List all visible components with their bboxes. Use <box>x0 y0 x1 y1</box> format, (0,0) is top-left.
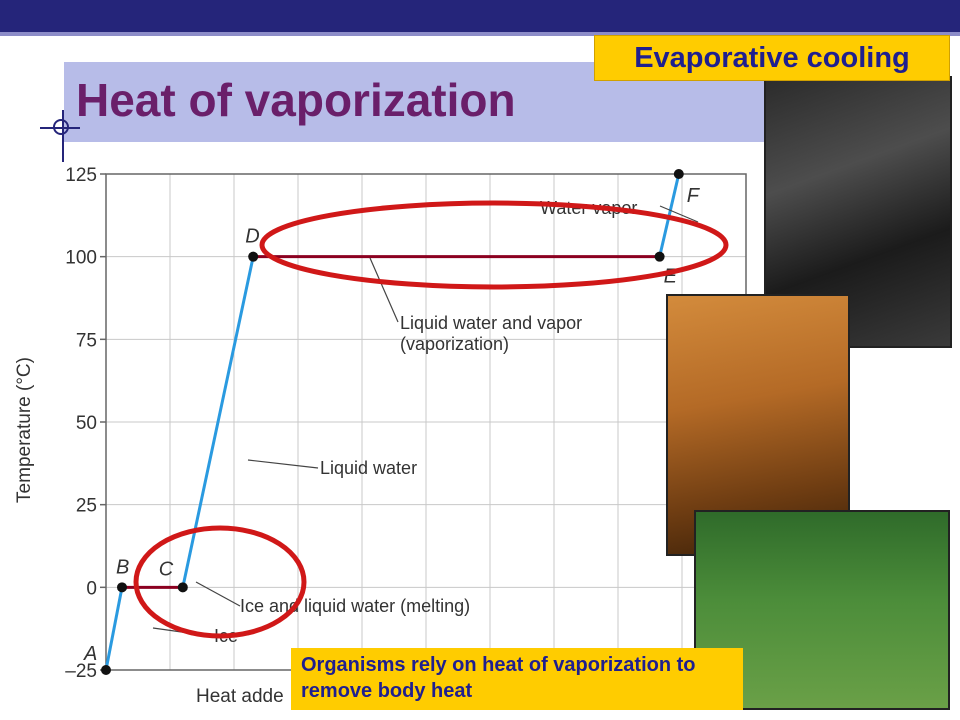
y-tick-label: –25 <box>65 661 97 682</box>
annotation-vaporization-line1: Liquid water and vapor <box>400 313 582 333</box>
y-tick-label: 75 <box>76 330 97 351</box>
point-D <box>248 251 259 262</box>
point-label-D: D <box>245 226 259 248</box>
heating-curve-chart: 125 100 75 50 25 0 –25 Temperature (°C) Heat a… <box>14 165 747 707</box>
organisms-callout: Organisms rely on heat of vaporization t… <box>291 648 743 710</box>
slide-top-bar-underline <box>0 32 960 36</box>
annotation-vaporization-line2: (vaporization) <box>400 334 509 354</box>
x-axis-label: Heat adde <box>196 686 284 707</box>
slide-top-bar <box>0 0 960 32</box>
highlight-ring-melting <box>133 525 307 639</box>
highlight-ring-vaporization <box>259 200 729 290</box>
y-axis-label: Temperature (°C) <box>14 357 35 503</box>
annotation-leader <box>247 459 319 469</box>
curve-points <box>101 169 684 675</box>
point-C <box>177 582 188 593</box>
y-tick-label: 50 <box>76 413 97 434</box>
point-F <box>673 169 684 179</box>
y-tick-labels: 125 100 75 50 25 0 –25 <box>65 165 106 682</box>
y-tick-label: 25 <box>76 496 97 517</box>
point-label-C: C <box>159 558 174 580</box>
segment-A-B <box>104 587 124 671</box>
annotation-liquid-water: Liquid water <box>320 458 417 478</box>
title-ornament-circle <box>53 119 69 135</box>
evaporative-cooling-callout: Evaporative cooling <box>594 35 950 81</box>
point-B <box>117 582 127 593</box>
y-tick-label: 0 <box>86 578 97 599</box>
annotation-melting: Ice and liquid water (melting) <box>240 596 470 616</box>
y-tick-label: 125 <box>65 165 97 186</box>
point-label-B: B <box>116 556 129 578</box>
point-label-F: F <box>687 185 701 207</box>
annotation-leader <box>659 205 699 223</box>
point-E <box>654 251 665 262</box>
point-label-A: A <box>83 643 97 665</box>
title-ornament-stem <box>62 110 64 162</box>
annotation-leader <box>369 257 399 323</box>
y-tick-label: 100 <box>65 248 97 269</box>
annotation-leader <box>195 581 241 607</box>
slide-title: Heat of vaporization <box>76 74 516 126</box>
point-A <box>101 665 111 675</box>
